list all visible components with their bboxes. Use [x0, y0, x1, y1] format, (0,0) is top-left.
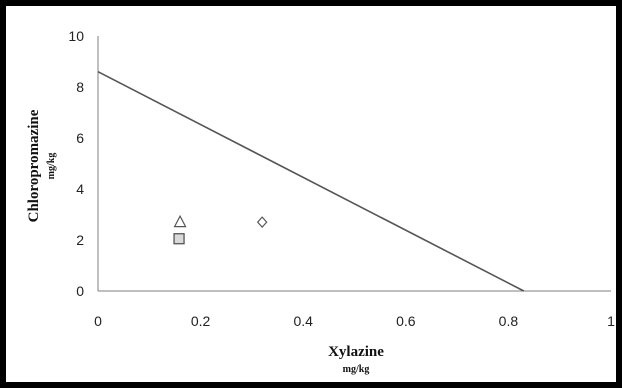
isobole-line — [97, 70, 525, 292]
y-axis-unit: mg/kg — [46, 153, 57, 180]
y-tick-label: 4 — [76, 181, 84, 197]
x-tick-labels: 0 0.2 0.4 0.6 0.8 1 — [94, 313, 615, 329]
point-square — [173, 233, 185, 245]
x-tick-label: 0.4 — [293, 313, 313, 329]
x-tick-label: 0.8 — [499, 313, 519, 329]
y-tick-label: 10 — [68, 28, 84, 44]
x-axis-title: Xylazine — [328, 344, 384, 360]
axes — [97, 36, 611, 292]
point-triangle — [173, 214, 187, 228]
x-tick-label: 1 — [607, 313, 615, 329]
y-tick-label: 8 — [76, 79, 84, 95]
x-tick-label: 0.2 — [191, 313, 211, 329]
chart-frame: 0 2 4 6 8 10 0 0.2 0.4 0.6 0.8 1 Xylazine mg/kg Ch… — [6, 6, 616, 382]
x-axis-unit: mg/kg — [343, 364, 370, 375]
y-tick-labels: 0 2 4 6 8 10 — [68, 28, 84, 299]
y-tick-label: 6 — [76, 130, 84, 146]
y-tick-label: 2 — [76, 232, 84, 248]
series-layer — [97, 70, 525, 292]
y-tick-label: 0 — [76, 283, 84, 299]
y-axis-title: Chloropromazine — [26, 109, 42, 222]
point-diamond — [256, 216, 268, 229]
x-tick-label: 0.6 — [396, 313, 416, 329]
chart-svg: 0 2 4 6 8 10 0 0.2 0.4 0.6 0.8 1 Xylazine mg/kg Ch… — [26, 28, 615, 375]
x-tick-label: 0 — [94, 313, 102, 329]
